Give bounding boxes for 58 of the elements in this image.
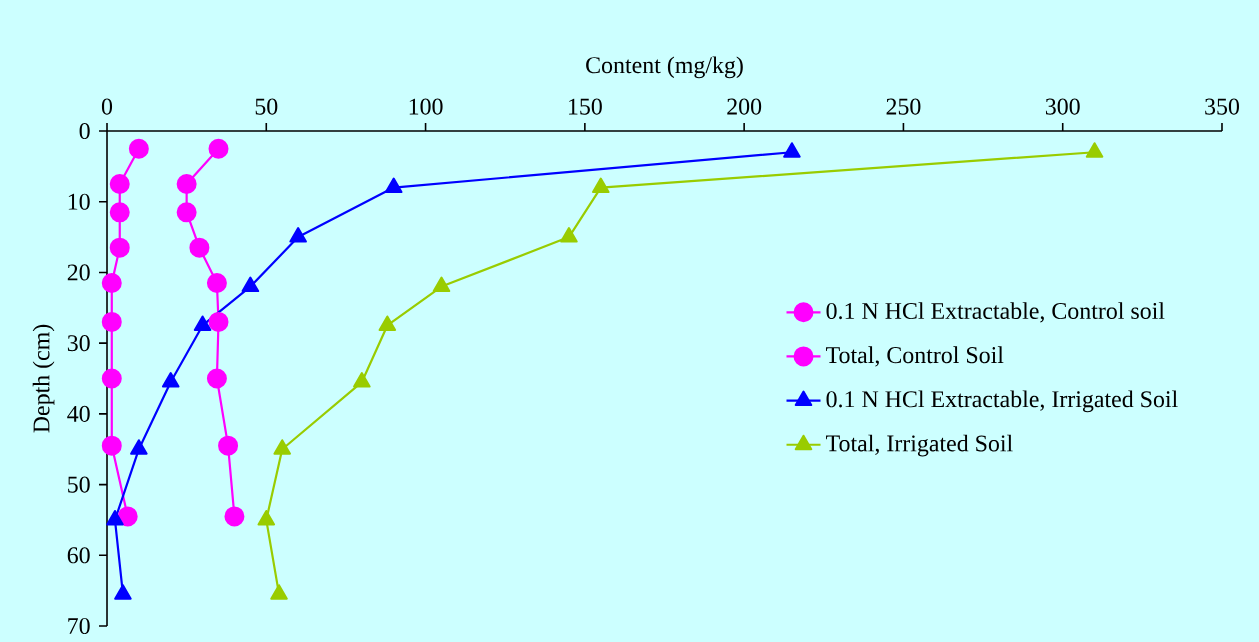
point <box>161 372 180 388</box>
point <box>270 584 288 600</box>
point <box>117 506 138 527</box>
point <box>101 435 122 456</box>
point <box>101 311 122 332</box>
point <box>560 227 578 243</box>
legend-label: 0.1 N HCl Extractable, Control soil <box>826 302 1165 323</box>
point <box>257 509 276 526</box>
point <box>128 138 149 159</box>
y-tick-label: 40 <box>67 405 90 422</box>
point <box>273 439 292 455</box>
point <box>109 174 130 195</box>
point <box>783 142 801 158</box>
point <box>432 276 451 293</box>
point <box>130 439 148 455</box>
x-axis-title: Content (mg/kg) <box>586 56 743 79</box>
y-tick-label: 0 <box>79 122 90 140</box>
y-tick-label: 60 <box>67 547 90 564</box>
point <box>208 138 229 159</box>
y-tick-label: 10 <box>68 193 90 210</box>
point <box>218 435 239 456</box>
legend-label: Total, Control Soil <box>826 346 1004 367</box>
y-tick-label: 20 <box>67 264 90 281</box>
point <box>176 202 197 223</box>
point <box>114 584 132 600</box>
point <box>206 368 227 389</box>
point <box>101 273 122 294</box>
point <box>189 237 210 258</box>
point <box>384 177 403 194</box>
point <box>109 202 130 223</box>
y-tick-label: 50 <box>68 476 90 493</box>
point <box>289 227 307 243</box>
legend-label: 0.1 N HCl Extractable, Irrigated Soil <box>826 390 1178 413</box>
y-tick-label: 30 <box>67 335 90 352</box>
x-tick-label: 150 <box>569 98 602 115</box>
point <box>109 237 130 258</box>
point <box>208 311 229 332</box>
x-tick-label: 300 <box>1045 98 1080 115</box>
point <box>1085 142 1104 158</box>
legend-label: Total, Irrigated Soil <box>826 434 1013 457</box>
point <box>101 368 122 389</box>
x-tick-label: 200 <box>727 98 762 115</box>
point <box>378 315 397 331</box>
x-tick-label: 100 <box>409 98 443 115</box>
point <box>206 273 227 294</box>
point <box>241 276 260 293</box>
point <box>353 372 371 388</box>
x-tick-label: 350 <box>1205 98 1239 115</box>
point <box>193 315 212 331</box>
x-tick-label: 250 <box>886 98 921 115</box>
point <box>591 177 610 194</box>
point <box>106 509 124 526</box>
x-tick-label: 0 <box>101 98 113 115</box>
point <box>176 174 197 195</box>
point <box>224 506 245 527</box>
x-tick-label: 50 <box>255 98 278 115</box>
y-axis-title: Depth (cm) <box>32 324 55 433</box>
y-tick-label: 70 <box>68 617 90 635</box>
